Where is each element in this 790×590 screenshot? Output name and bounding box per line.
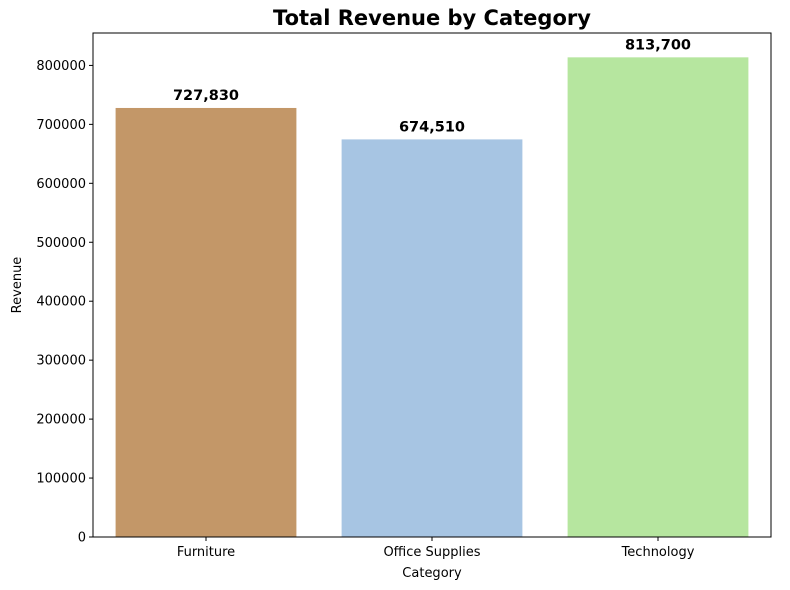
x-axis-ticks: Furniture Office Supplies Technology (177, 537, 695, 560)
y-tick-label: 100000 (36, 472, 86, 487)
x-axis-label: Category (402, 566, 462, 581)
data-label: 727,830 (173, 88, 239, 104)
bar-technology (567, 57, 749, 537)
y-axis-label: Revenue (10, 257, 25, 314)
bars-layer (115, 57, 749, 537)
bar-office-supplies (341, 139, 523, 537)
y-tick-label: 600000 (36, 177, 86, 192)
y-tick-label: 200000 (36, 413, 86, 428)
y-tick-label: 700000 (36, 118, 86, 133)
y-tick-label: 400000 (36, 295, 86, 310)
y-axis-ticks: 0 100000 200000 300000 400000 500000 600000 700… (36, 59, 93, 546)
data-label: 674,510 (399, 119, 465, 135)
y-tick-label: 500000 (36, 236, 86, 251)
y-tick-label: 300000 (36, 354, 86, 369)
y-tick-label: 0 (78, 531, 86, 546)
data-labels-layer: 727,830 674,510 813,700 (173, 37, 691, 135)
y-tick-label: 800000 (36, 59, 86, 74)
x-tick-label: Technology (621, 545, 695, 560)
bar-furniture (115, 107, 297, 537)
x-tick-label: Office Supplies (383, 545, 480, 560)
x-tick-label: Furniture (177, 545, 235, 560)
chart-title: Total Revenue by Category (273, 6, 591, 30)
data-label: 813,700 (625, 37, 691, 53)
